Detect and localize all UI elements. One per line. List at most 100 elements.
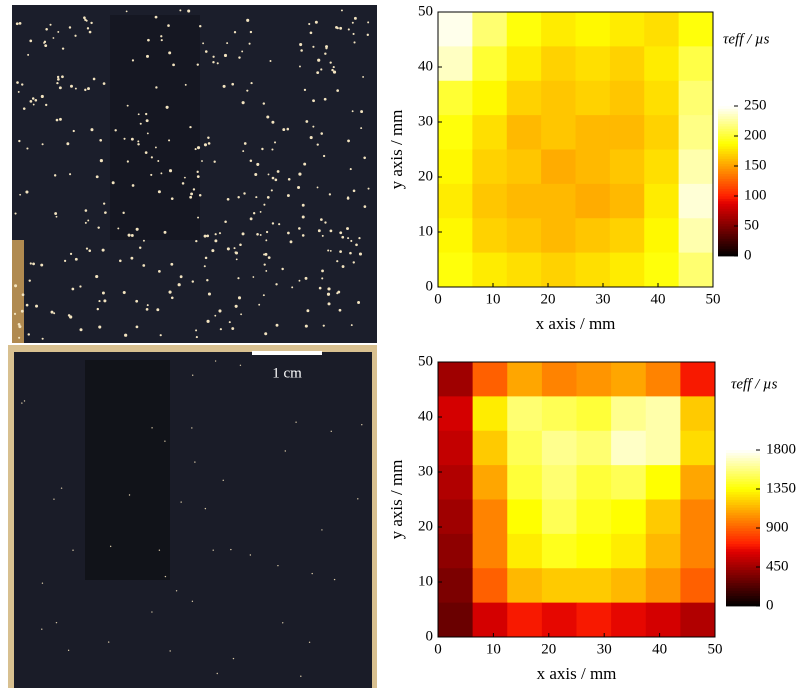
colorbar-swatch bbox=[726, 583, 760, 586]
photo-dot bbox=[74, 35, 76, 37]
x-tick-label: 30 bbox=[597, 641, 612, 657]
photo-dot bbox=[16, 22, 19, 25]
photo-dot bbox=[260, 234, 262, 236]
colorbar-swatch bbox=[718, 186, 738, 189]
photo-dot bbox=[238, 56, 240, 58]
photo-dot bbox=[21, 310, 24, 313]
photo-dot bbox=[333, 66, 335, 68]
heatmap-cell bbox=[644, 218, 679, 253]
photo-dot bbox=[71, 288, 74, 291]
photo-dot bbox=[86, 20, 88, 22]
photo-bottom: 1 cm bbox=[8, 345, 377, 688]
heatmap-cell bbox=[472, 115, 507, 150]
colorbar-swatch bbox=[726, 499, 760, 502]
colorbar-swatch bbox=[726, 585, 760, 588]
photo-dot bbox=[275, 283, 277, 285]
photo-dot bbox=[357, 301, 360, 304]
x-tick-label: 20 bbox=[541, 641, 556, 657]
colorbar-swatch bbox=[718, 149, 738, 152]
photo-dot bbox=[18, 140, 20, 142]
heatmap-cell bbox=[679, 12, 714, 47]
colorbar-swatch bbox=[718, 206, 738, 209]
photo-dot bbox=[21, 83, 23, 85]
colorbar-swatch bbox=[718, 159, 738, 162]
photo-dot bbox=[223, 85, 226, 88]
photo-dot bbox=[339, 231, 342, 234]
photo-dot bbox=[166, 106, 169, 109]
photo-dot bbox=[147, 132, 149, 134]
colorbar-swatch bbox=[718, 131, 738, 134]
photo-dot bbox=[282, 622, 283, 623]
photo-dot bbox=[45, 104, 47, 106]
photo-dot bbox=[264, 264, 266, 266]
photo-dot bbox=[199, 25, 201, 27]
heatmap-cell bbox=[611, 362, 646, 397]
heatmap-cell bbox=[541, 115, 576, 150]
photo-dot bbox=[191, 427, 192, 428]
colorbar-swatch bbox=[726, 549, 760, 552]
photo-dot bbox=[234, 31, 236, 33]
photo-dot bbox=[321, 277, 323, 279]
colorbar-tick-label: 200 bbox=[744, 127, 767, 143]
heatmap-cell bbox=[438, 568, 473, 603]
photo-dot bbox=[70, 85, 73, 88]
photo-dot bbox=[360, 110, 363, 113]
photo-dot bbox=[157, 160, 159, 162]
photo-dot bbox=[250, 82, 252, 84]
y-axis-label: y axis / mm bbox=[387, 460, 406, 540]
photo-dot bbox=[102, 292, 105, 295]
photo-dot bbox=[158, 270, 161, 273]
photo-dot bbox=[250, 31, 252, 33]
colorbar-swatch bbox=[726, 520, 760, 523]
x-tick-label: 20 bbox=[541, 291, 556, 307]
photo-dot bbox=[312, 99, 315, 102]
colorbar-swatch bbox=[726, 453, 760, 456]
heatmap-cell bbox=[542, 534, 577, 569]
photo-dot bbox=[318, 229, 321, 232]
photo-dot bbox=[322, 235, 324, 237]
heatmap-cell bbox=[438, 534, 473, 569]
heatmap-cell bbox=[507, 218, 542, 253]
colorbar-swatch bbox=[718, 209, 738, 212]
photo-dot bbox=[164, 440, 165, 441]
photo-dot bbox=[26, 147, 28, 149]
photo-dot bbox=[137, 140, 139, 142]
photo-dot bbox=[57, 76, 59, 78]
colorbar-swatch bbox=[718, 229, 738, 232]
photo-dot bbox=[324, 52, 326, 54]
photo-dot bbox=[164, 231, 167, 234]
colorbar-tick-label: 150 bbox=[744, 157, 767, 173]
heatmap-cell bbox=[542, 396, 577, 431]
photo-dot bbox=[87, 87, 90, 90]
photo-dot bbox=[357, 498, 358, 499]
photo-dot bbox=[145, 151, 148, 154]
photo-dot bbox=[315, 21, 318, 24]
photo-dot bbox=[342, 265, 345, 268]
heatmap-cell bbox=[541, 218, 576, 253]
colorbar-swatch bbox=[726, 510, 760, 513]
photo-dot bbox=[155, 86, 157, 88]
heatmap-cell bbox=[576, 46, 611, 81]
heatmap-cell bbox=[473, 362, 508, 397]
photo-dot bbox=[226, 42, 228, 44]
photo-dot bbox=[57, 78, 60, 81]
heatmap-cell bbox=[507, 465, 542, 500]
photo-dot bbox=[274, 141, 276, 143]
colorbar-swatch bbox=[718, 231, 738, 234]
colorbar-swatch bbox=[718, 201, 738, 204]
photo-dot bbox=[231, 327, 234, 330]
photo-dot bbox=[227, 247, 230, 250]
photo-dot bbox=[70, 253, 72, 255]
photo-dot bbox=[263, 294, 265, 296]
photo-dot bbox=[156, 308, 159, 311]
colorbar-swatch bbox=[718, 189, 738, 192]
photo-dot bbox=[327, 249, 329, 251]
heatmap-cell bbox=[577, 465, 612, 500]
photo-dot bbox=[87, 219, 89, 221]
photo-dot bbox=[131, 138, 134, 141]
photo-dot bbox=[22, 293, 25, 296]
photo-dot bbox=[171, 296, 174, 299]
x-tick-label: 40 bbox=[652, 641, 667, 657]
photo-dot bbox=[160, 35, 162, 37]
photo-dot bbox=[266, 231, 268, 233]
